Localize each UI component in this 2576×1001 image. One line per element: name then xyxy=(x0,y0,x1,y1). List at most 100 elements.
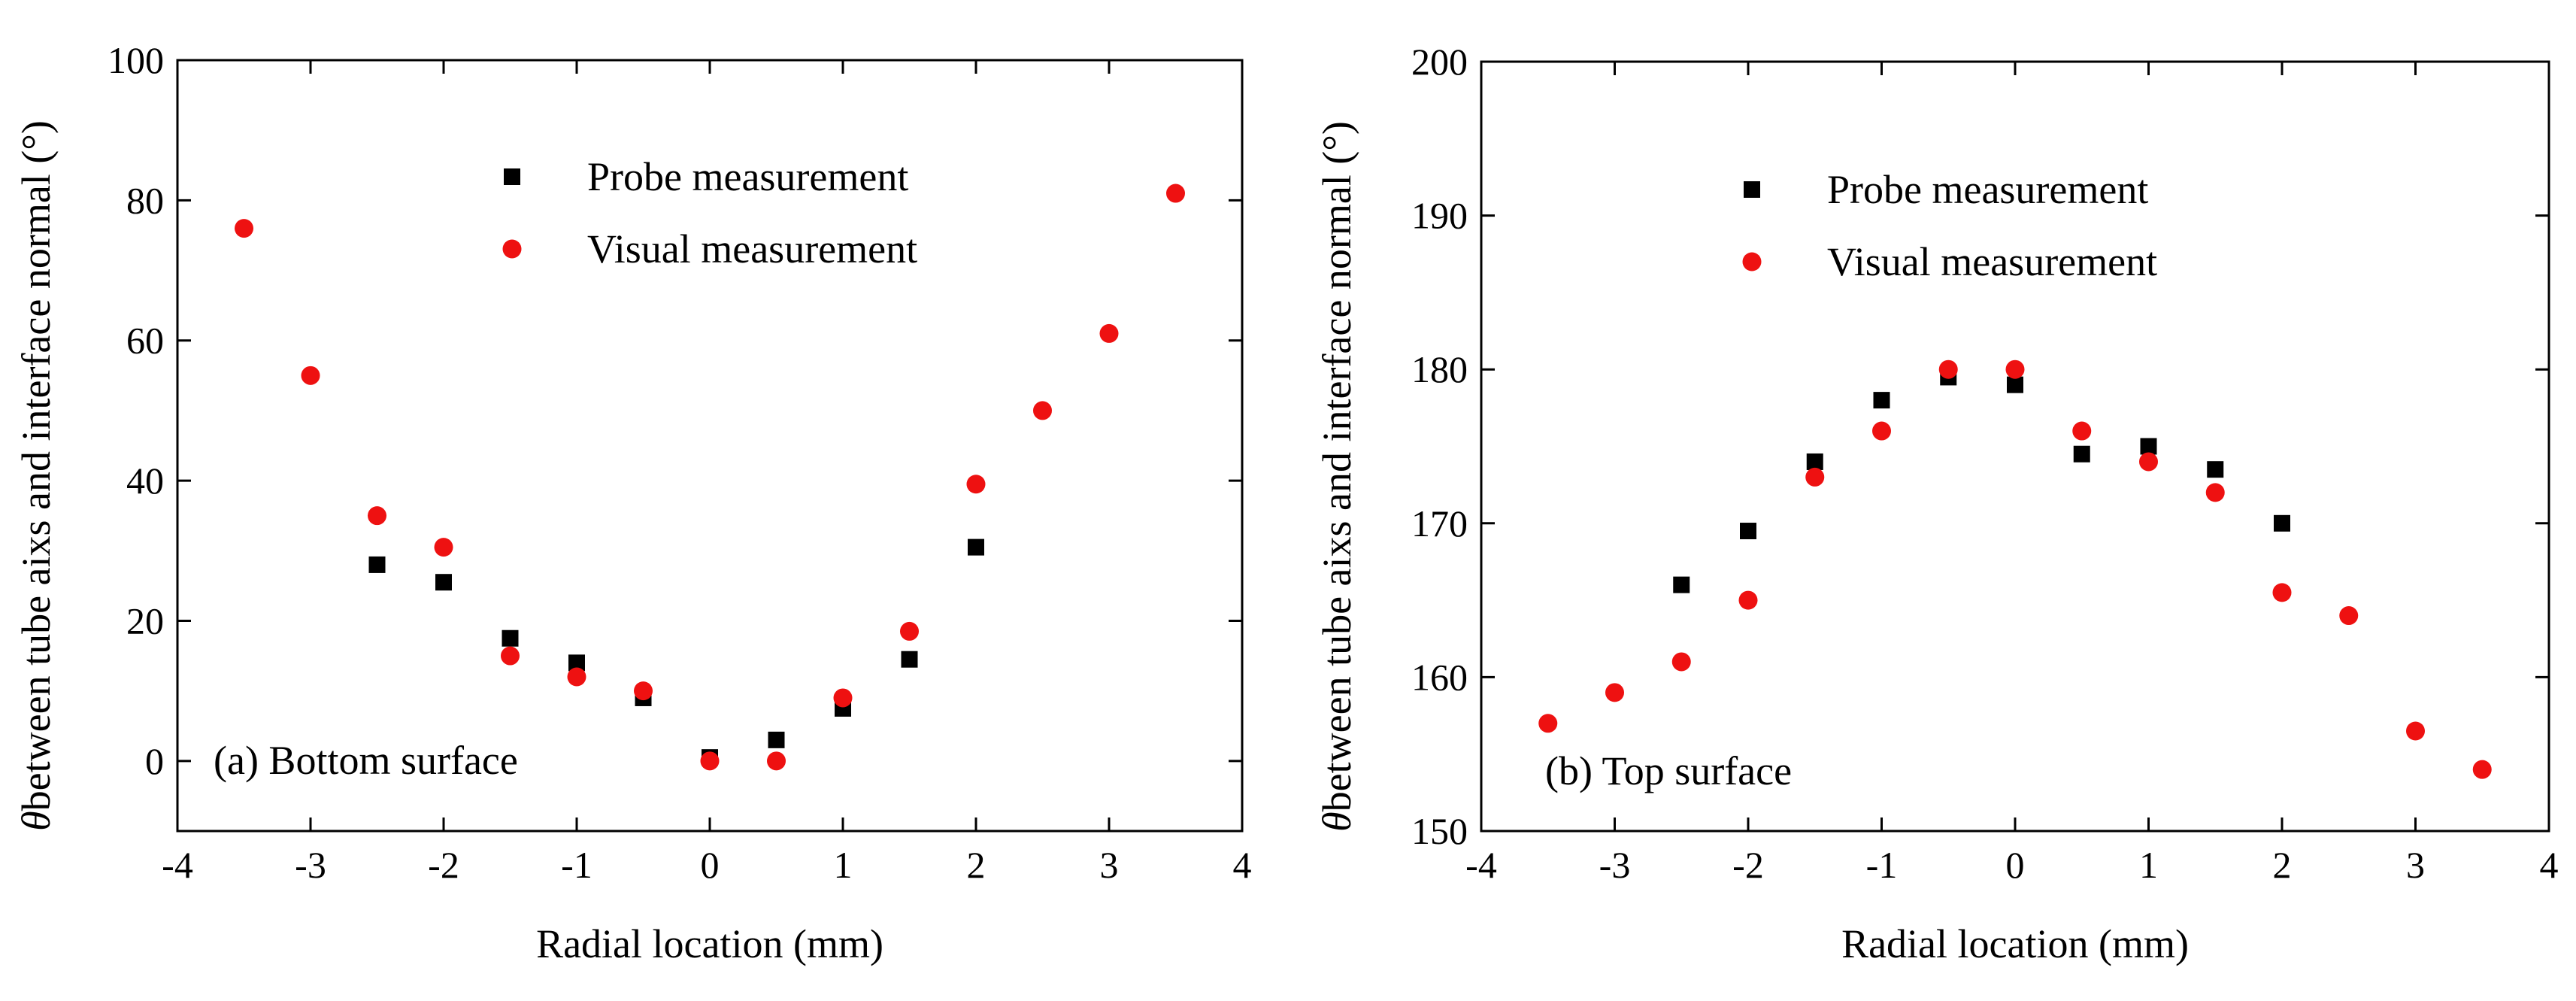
panel-a-series-visual xyxy=(235,184,1185,771)
panel-b-probe-point xyxy=(2140,438,2157,455)
panel-b-probe-point xyxy=(2207,461,2224,478)
panel-b-y-tick-label: 170 xyxy=(1411,502,1468,544)
panel-a-visual-point xyxy=(700,751,720,771)
panel-b-x-tick-label: 1 xyxy=(2139,844,2158,886)
panel-a-probe-point xyxy=(368,556,386,573)
panel-a-visual-point xyxy=(634,681,653,701)
panel-a-y-axis-title: θbetween tube aixs and interface normal … xyxy=(14,120,59,831)
panel-a-legend-label: Probe measurement xyxy=(587,154,908,199)
panel-b-x-tick-label: 4 xyxy=(2540,844,2559,886)
panel-a-visual-point xyxy=(567,667,586,687)
panel-b-legend-label: Probe measurement xyxy=(1827,167,2148,212)
panel-a-legend: Probe measurement Visual measurement xyxy=(502,154,917,271)
panel-b-y-axis-text: between tube aixs and interface normal (… xyxy=(1314,121,1359,811)
panel-b-y-tick-label: 150 xyxy=(1411,810,1468,852)
panel-a-visual-point xyxy=(1166,184,1185,203)
panel-b-x-tick-label: 2 xyxy=(2273,844,2292,886)
panel-a-y-tick-label: 100 xyxy=(108,39,164,81)
panel-b-probe-point xyxy=(1873,392,1890,409)
panel-a-probe-point xyxy=(435,574,452,591)
panel-b-x-tick-label: -2 xyxy=(1732,844,1764,886)
panel-b-x-tick-label: 0 xyxy=(2006,844,2025,886)
panel-b-visual-point xyxy=(1938,359,1958,379)
panel-a-y-tick-label: 60 xyxy=(126,320,164,362)
panel-b-probe-point xyxy=(2274,514,2290,532)
panel-a-x-tick-label: 1 xyxy=(834,844,853,886)
panel-a-y-axis-symbol: θ xyxy=(14,811,59,831)
panel-b-y-tick-label: 180 xyxy=(1411,348,1468,390)
panel-b-probe-point xyxy=(2073,445,2090,463)
panel-b-series-visual xyxy=(1538,359,2492,779)
panel-a-x-tick-label: 3 xyxy=(1100,844,1119,886)
panel-b-visual-point xyxy=(1671,652,1691,672)
panel-a-x-tick-label: 4 xyxy=(1233,844,1252,886)
panel-a-x-tick-label: -2 xyxy=(428,844,459,886)
panel-a-visual-point xyxy=(501,646,520,666)
panel-a-x-tick-label: 2 xyxy=(967,844,986,886)
panel-a-x-tick-label: -1 xyxy=(561,844,592,886)
panel-a-probe-point xyxy=(768,731,785,748)
panel-b-visual-point xyxy=(2406,721,2425,741)
panel-b-visual-point xyxy=(1872,421,1891,441)
panel-a-visual-point xyxy=(966,475,986,494)
panel-a-visual-point xyxy=(434,538,453,557)
panel-b-x-tick-label: -4 xyxy=(1465,844,1497,886)
panel-b-probe-point xyxy=(1806,453,1823,470)
panel-b-y-tick-label: 160 xyxy=(1411,656,1468,698)
panel-a-legend-visual-marker xyxy=(502,239,522,259)
panel-b-series-probe xyxy=(1673,369,2290,593)
panel-a-annotation: (a) Bottom surface xyxy=(214,738,518,783)
panel-b-probe-point xyxy=(2007,376,2023,393)
panel-a-visual-point xyxy=(368,506,386,526)
panel-b-legend: Probe measurement Visual measurement xyxy=(1742,167,2157,284)
panel-a-visual-point xyxy=(767,751,786,771)
panel-b-probe-point xyxy=(1740,523,1756,540)
panel-b-visual-point xyxy=(2472,760,2492,779)
panel-b-y-tick-label: 200 xyxy=(1411,41,1468,83)
panel-a-y-tick-label: 80 xyxy=(126,179,164,221)
panel-b-legend-visual-marker xyxy=(1742,252,1762,271)
panel-a-probe-point xyxy=(502,629,519,647)
panel-a-legend-label: Visual measurement xyxy=(587,226,917,271)
panel-a-y-tick-label: 40 xyxy=(126,460,164,502)
panel-a-legend-probe-marker xyxy=(504,168,520,185)
panel-a-visual-point xyxy=(301,366,320,385)
panel-b-visual-point xyxy=(2139,452,2158,472)
panel-a-x-tick-label: 0 xyxy=(701,844,720,886)
panel-a-probe-point xyxy=(968,538,984,556)
panel-b-x-tick-label: -1 xyxy=(1866,844,1898,886)
panel-b-visual-point xyxy=(2272,583,2292,602)
panel-b-visual-point xyxy=(2339,606,2359,626)
panel-b-legend-probe-marker xyxy=(1744,181,1760,198)
panel-a-visual-point xyxy=(900,621,919,641)
panel-a-y-axis-text: between tube aixs and interface normal (… xyxy=(14,120,59,811)
panel-b-x-tick-label: -3 xyxy=(1599,844,1631,886)
panel-a-probe-point xyxy=(568,654,585,672)
panel-b-visual-point xyxy=(2205,483,2225,502)
panel-b-annotation: (b) Top surface xyxy=(1545,748,1792,793)
panel-b-y-axis-title: θbetween tube aixs and interface normal … xyxy=(1314,121,1359,832)
panel-b-visual-point xyxy=(1538,714,1558,733)
panel-a-visual-point xyxy=(1099,323,1119,343)
panel-b-visual-point xyxy=(2005,359,2025,379)
panel-a-visual-point xyxy=(235,219,253,238)
panel-a-probe-point xyxy=(901,651,918,668)
panel-b-y-axis-symbol: θ xyxy=(1314,811,1359,832)
panel-b-legend-label: Visual measurement xyxy=(1827,239,2157,284)
panel-b-probe-point xyxy=(1673,576,1690,593)
panel-a-x-tick-label: -3 xyxy=(295,844,326,886)
panel-a-y-tick-label: 20 xyxy=(126,599,164,642)
panel-b: -4 -3 -2 -1 0 1 2 3 4 150 160 170 180 190 200 Radial lo… xyxy=(1314,41,2559,966)
panel-a-y-tick-label: 0 xyxy=(145,740,164,782)
panel-b-x-tick-label: 3 xyxy=(2406,844,2425,886)
panel-a-visual-point xyxy=(833,688,853,708)
panel-a-x-tick-label: -4 xyxy=(162,844,193,886)
panel-b-visual-point xyxy=(2072,421,2092,441)
panel-a-visual-point xyxy=(1033,401,1052,420)
panel-b-x-axis-title: Radial location (mm) xyxy=(1841,921,2189,966)
panel-b-visual-point xyxy=(1805,467,1825,487)
panel-a-x-axis-title: Radial location (mm) xyxy=(536,921,883,966)
